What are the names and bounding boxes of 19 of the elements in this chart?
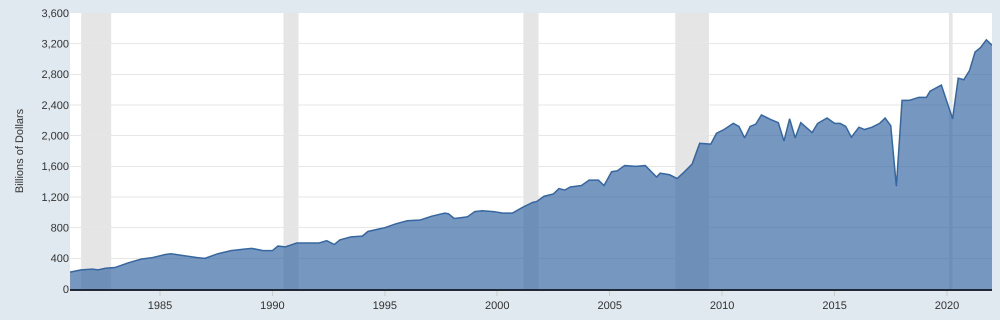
y-tick-label: 3,600 [41,8,69,20]
y-tick-label: 2,800 [41,69,69,82]
y-tick-label: 800 [50,222,69,235]
y-tick-label: 3,200 [41,38,69,51]
y-tick-label: 2,000 [41,130,69,143]
x-tick-label: 2020 [934,300,960,312]
x-tick-label: 2015 [822,300,847,312]
x-tick-label: 1990 [260,300,285,312]
x-tick-label: 2010 [710,300,734,312]
y-tick-label: 400 [50,253,69,266]
x-tick-label: 2000 [484,300,510,312]
y-tick-label: 1,200 [41,192,69,204]
x-tick-label: 1985 [148,300,172,312]
y-axis-title: Billions of Dollars [14,108,26,194]
y-tick-label: 0 [62,284,69,296]
x-tick-label: 1995 [372,300,398,312]
x-tick-label: 2005 [597,300,622,312]
y-tick-label: 1,600 [41,161,69,174]
y-tick-label: 2,400 [41,100,69,112]
